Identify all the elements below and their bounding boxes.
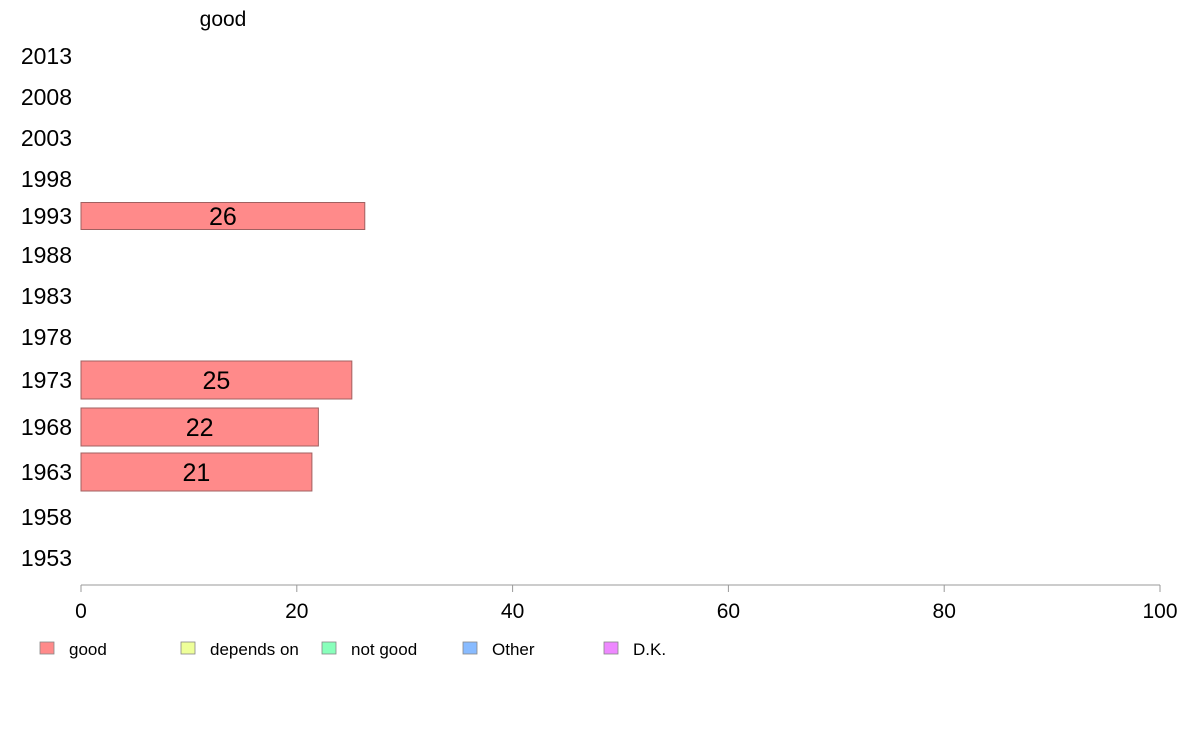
y-tick-label: 1978	[21, 324, 72, 350]
legend-swatch	[39, 641, 55, 655]
legend-label: Other	[492, 640, 535, 659]
legend-swatch	[462, 641, 478, 655]
legend-swatch	[603, 641, 619, 655]
y-tick-label: 1983	[21, 283, 72, 309]
y-tick-label: 2008	[21, 84, 72, 110]
bar-value-label: 21	[183, 459, 211, 487]
bar	[80, 452, 313, 492]
y-tick-label: 1968	[21, 414, 72, 440]
y-tick-label: 2003	[21, 125, 72, 151]
y-tick-label: 1953	[21, 545, 72, 571]
legend-label: good	[69, 640, 107, 659]
x-tick-label: 20	[285, 600, 308, 623]
legend-label: D.K.	[633, 640, 666, 659]
panel-title: good	[200, 8, 247, 31]
bar	[80, 202, 366, 230]
y-tick-label: 1963	[21, 459, 72, 485]
bar	[80, 407, 319, 447]
x-tick-label: 80	[933, 600, 956, 623]
y-tick-label: 1998	[21, 166, 72, 192]
legend-swatch	[180, 641, 196, 655]
y-axis-labels: 2013 2008 2003 1998 1993 1988 1983 1978 1973 1968…	[21, 43, 72, 571]
y-tick-label: 2013	[21, 43, 72, 69]
x-tick-label: 0	[75, 600, 87, 623]
y-tick-label: 1958	[21, 504, 72, 530]
legend-label: depends on	[210, 640, 299, 659]
x-tick-label: 40	[501, 600, 524, 623]
bar-value-label: 25	[203, 367, 231, 395]
x-tick-label: 100	[1142, 600, 1177, 623]
legend-label: not good	[351, 640, 417, 659]
bar	[80, 360, 353, 400]
legend-swatch	[321, 641, 337, 655]
bar-value-label: 26	[209, 203, 237, 231]
bars: 26 25 22 21	[80, 202, 366, 492]
y-tick-label: 1988	[21, 242, 72, 268]
legend: good depends on not good Other D.K.	[39, 640, 666, 659]
bar-value-label: 22	[186, 414, 214, 442]
y-tick-label: 1993	[21, 203, 72, 229]
x-axis: 0 20 40 60 80 100	[75, 584, 1178, 623]
x-tick-label: 60	[717, 600, 740, 623]
y-tick-label: 1973	[21, 367, 72, 393]
